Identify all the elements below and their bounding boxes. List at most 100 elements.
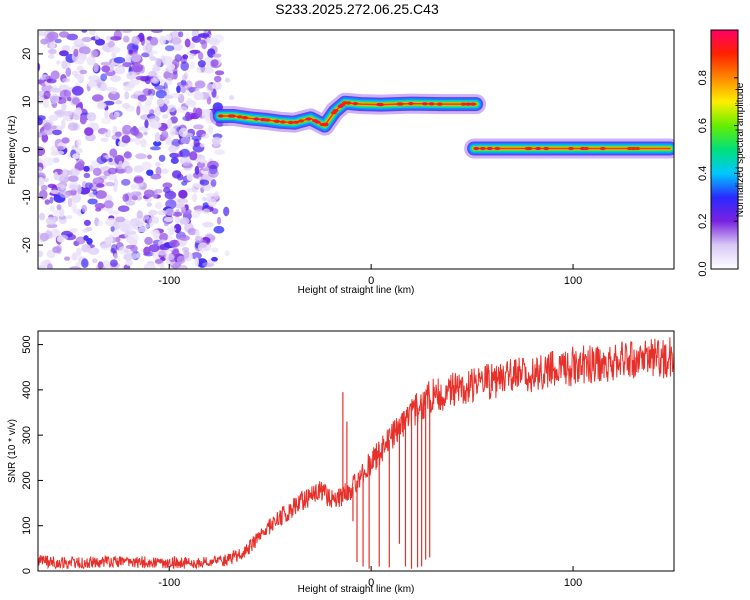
noise-blob <box>213 75 222 83</box>
noise-blob <box>211 136 222 145</box>
noise-blob <box>69 168 80 177</box>
noise-blob <box>66 215 73 220</box>
colorbar-gradient <box>711 30 738 269</box>
noise-blob <box>45 216 57 225</box>
track-2-peak <box>626 146 633 151</box>
spectrogram-y-label: Frequency (Hz) <box>7 116 18 185</box>
noise-blob <box>167 145 178 153</box>
noise-blob <box>85 182 93 189</box>
noise-blob <box>181 207 187 212</box>
noise-blob <box>201 133 210 139</box>
noise-blob <box>159 243 170 251</box>
noise-blob <box>104 109 109 120</box>
noise-blob <box>151 30 163 34</box>
noise-blob <box>184 38 191 48</box>
noise-blob <box>109 259 118 268</box>
snr-y-tick-label: 200 <box>21 471 33 489</box>
track-1-peak <box>407 102 414 106</box>
noise-blob <box>38 250 44 258</box>
noise-blob <box>173 223 182 234</box>
spectrogram-x-tick-label: -100 <box>158 275 180 287</box>
noise-blob <box>71 97 80 105</box>
noise-blob <box>185 111 191 121</box>
track-1-peak <box>279 120 286 124</box>
noise-blob <box>133 176 144 184</box>
noise-blob <box>108 91 120 101</box>
noise-blob <box>123 85 133 92</box>
noise-blob <box>193 92 204 101</box>
noise-blob <box>94 35 100 40</box>
noise-blob <box>134 215 146 226</box>
noise-blob <box>50 70 60 80</box>
noise-blob <box>87 75 100 81</box>
noise-blob <box>189 49 201 54</box>
noise-blob <box>158 154 166 162</box>
noise-blob <box>74 60 85 65</box>
noise-blob <box>138 126 150 132</box>
snr-x-label: Height of straight line (km) <box>298 584 415 595</box>
snr-spikes <box>342 392 431 569</box>
noise-blob <box>129 233 139 243</box>
spectrogram-noise-layer <box>38 30 235 269</box>
noise-blob <box>166 118 172 128</box>
noise-blob <box>123 253 133 261</box>
noise-blob <box>117 66 125 74</box>
noise-blob <box>191 35 201 43</box>
noise-blob <box>147 154 152 160</box>
snr-y-tick-label: 100 <box>21 517 33 535</box>
noise-blob <box>130 191 142 197</box>
noise-blob <box>110 36 122 41</box>
noise-blob <box>46 31 59 41</box>
noise-blob <box>113 253 118 259</box>
noise-blob <box>205 196 215 202</box>
noise-blob <box>180 136 191 144</box>
track-1-peak <box>253 117 260 121</box>
noise-blob <box>81 258 89 269</box>
noise-blob <box>95 190 107 199</box>
noise-blob <box>69 227 78 233</box>
track-1-peak <box>293 120 300 124</box>
noise-blob <box>147 88 156 97</box>
noise-blob <box>75 261 81 267</box>
noise-blob <box>161 168 169 174</box>
noise-blob <box>39 189 48 200</box>
noise-blob <box>186 173 194 181</box>
snr-y-tick-label: 300 <box>21 426 33 444</box>
spectrogram-y-tick-label: 20 <box>21 48 33 60</box>
spectrogram-x-tick-label: 0 <box>368 275 374 287</box>
colorbar-tick-label: 0.0 <box>697 261 709 276</box>
noise-blob <box>39 212 45 221</box>
track-2-peak <box>494 146 501 151</box>
noise-blob <box>208 168 219 178</box>
noise-blob <box>140 138 147 148</box>
noise-blob <box>121 30 133 33</box>
noise-blob <box>92 94 104 102</box>
noise-blob <box>81 36 92 43</box>
noise-blob <box>178 189 188 199</box>
noise-blob <box>101 65 111 73</box>
noise-blob <box>143 189 155 198</box>
noise-blob <box>113 56 126 64</box>
noise-blob <box>44 199 50 205</box>
noise-blob <box>155 166 162 176</box>
noise-blob <box>88 80 97 88</box>
track-1-peak <box>421 102 428 106</box>
noise-blob <box>59 50 69 57</box>
noise-blob <box>81 30 88 33</box>
snr-y-label: SNR (10 * v/v) <box>7 419 18 483</box>
noise-blob <box>171 170 182 179</box>
noise-blob <box>177 198 188 204</box>
noise-blob <box>108 210 120 215</box>
noise-blob <box>118 160 123 167</box>
colorbar-tick-label: 0.2 <box>697 214 709 229</box>
noise-blob <box>61 137 70 144</box>
noise-blob <box>198 51 204 61</box>
noise-blob <box>131 63 144 73</box>
noise-blob <box>57 234 69 240</box>
spectrogram-y-tick-label: 10 <box>21 96 33 108</box>
noise-blob <box>48 54 55 59</box>
track-1-peak <box>352 102 359 106</box>
noise-blob <box>62 168 67 177</box>
